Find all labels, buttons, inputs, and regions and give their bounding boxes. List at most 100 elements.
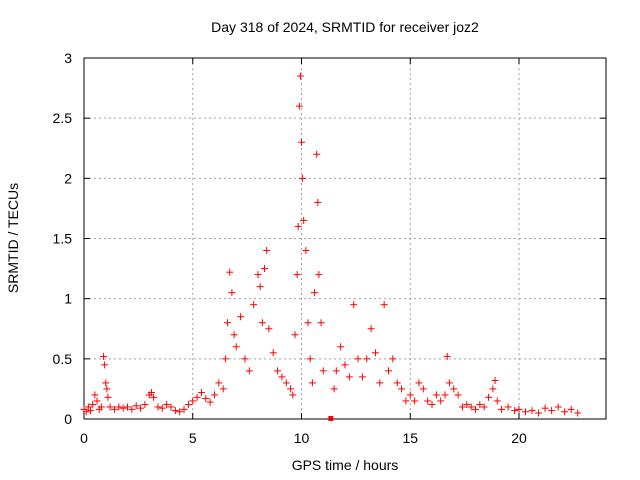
data-point xyxy=(345,373,353,381)
data-point xyxy=(274,367,282,375)
data-point xyxy=(528,407,536,415)
data-point xyxy=(93,397,101,405)
data-point xyxy=(402,397,410,405)
data-point xyxy=(341,361,349,369)
data-point xyxy=(254,271,262,279)
data-point xyxy=(215,379,223,387)
data-point xyxy=(219,385,227,393)
data-point xyxy=(332,367,340,375)
data-point xyxy=(245,367,253,375)
data-point xyxy=(491,376,499,384)
data-point xyxy=(463,401,471,409)
data-point xyxy=(167,403,175,411)
data-point xyxy=(298,138,305,146)
data-point xyxy=(458,403,466,411)
data-point xyxy=(380,301,388,309)
data-point xyxy=(406,391,414,399)
data-point xyxy=(567,405,575,413)
data-point xyxy=(256,283,264,291)
data-point xyxy=(296,72,304,80)
data-point xyxy=(441,391,449,399)
data-point xyxy=(263,247,271,255)
data-point xyxy=(304,319,312,327)
data-point xyxy=(97,403,105,411)
data-point xyxy=(101,361,109,369)
data-point xyxy=(389,355,397,363)
data-point xyxy=(241,355,249,363)
y-tick-label: 2.5 xyxy=(53,110,73,126)
data-point xyxy=(432,391,440,399)
data-point xyxy=(561,408,569,416)
data-point xyxy=(498,405,506,413)
data-point xyxy=(480,403,488,411)
data-point xyxy=(258,319,266,327)
data-point xyxy=(574,409,582,417)
y-tick-label: 0.5 xyxy=(53,351,73,367)
data-point xyxy=(141,401,149,409)
x-tick-label: 10 xyxy=(294,430,310,446)
data-point xyxy=(226,268,234,276)
data-point xyxy=(294,222,302,230)
data-point xyxy=(291,331,299,339)
data-point xyxy=(176,408,184,416)
y-tick-label: 0 xyxy=(64,411,72,427)
data-point xyxy=(206,398,214,406)
data-point xyxy=(354,355,362,363)
data-point xyxy=(237,313,245,321)
data-point xyxy=(476,401,484,409)
data-point xyxy=(350,301,358,309)
data-point xyxy=(393,379,401,387)
data-point xyxy=(515,405,523,413)
data-point xyxy=(493,397,501,405)
data-point xyxy=(306,355,314,363)
x-tick-label: 15 xyxy=(402,430,418,446)
data-point xyxy=(103,385,111,393)
data-point xyxy=(337,343,345,351)
data-point xyxy=(87,407,95,415)
data-point xyxy=(363,355,371,363)
y-tick-label: 2 xyxy=(64,170,72,186)
axis-ticks xyxy=(83,57,606,420)
data-point xyxy=(302,247,310,255)
data-point xyxy=(300,216,308,224)
data-point xyxy=(411,397,419,405)
data-point xyxy=(184,401,192,409)
data-point xyxy=(428,401,436,409)
data-point xyxy=(137,404,145,412)
data-point xyxy=(314,198,322,206)
data-point xyxy=(454,391,462,399)
data-point xyxy=(132,402,140,410)
data-point xyxy=(308,379,316,387)
data-point xyxy=(154,403,162,411)
x-tick-labels: 0 5 10 15 20 xyxy=(80,430,527,446)
x-tick-label: 0 xyxy=(80,430,88,446)
data-point xyxy=(385,367,392,375)
y-tick-label: 1.5 xyxy=(53,231,73,247)
chart-title: Day 318 of 2024, SRMTID for receiver joz… xyxy=(211,19,479,35)
data-point xyxy=(282,379,290,387)
data-point xyxy=(398,385,406,393)
grid xyxy=(84,58,606,419)
data-point xyxy=(202,395,210,403)
data-point xyxy=(102,379,110,387)
data-point xyxy=(104,393,112,401)
data-point xyxy=(100,352,108,360)
data-point xyxy=(511,407,519,415)
x-axis-label: GPS time / hours xyxy=(292,457,399,473)
data-point xyxy=(278,373,286,381)
data-point xyxy=(197,389,205,397)
data-point xyxy=(485,393,493,401)
data-point xyxy=(232,343,240,351)
data-point xyxy=(115,403,123,411)
data-point xyxy=(330,385,338,393)
data-points xyxy=(80,72,582,421)
data-point xyxy=(467,403,475,411)
data-point xyxy=(293,271,301,279)
data-point xyxy=(89,401,97,409)
data-point xyxy=(437,397,445,405)
data-point xyxy=(299,174,307,182)
data-point xyxy=(535,409,543,417)
data-point xyxy=(313,150,321,158)
data-point xyxy=(110,405,118,413)
